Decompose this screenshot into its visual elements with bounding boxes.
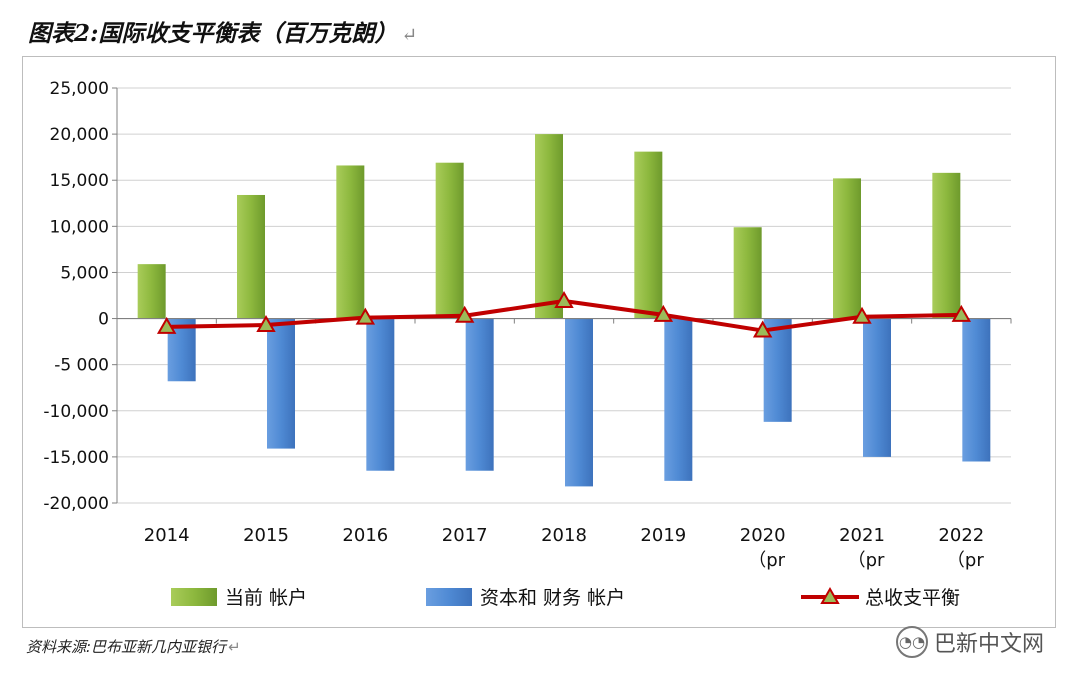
y-tick-label: 15,000 <box>50 171 109 191</box>
y-tick-label: 25,000 <box>50 79 109 99</box>
x-tick-label-sub: （pr <box>748 550 785 571</box>
watermark: ◔◔ 巴新中文网 <box>895 626 1044 658</box>
bar-capital-financial-2022 <box>962 318 991 462</box>
bar-current-account-2014 <box>137 264 166 319</box>
y-tick-label: -20,000 <box>43 494 109 514</box>
marker-total-balance-2022 <box>951 304 972 322</box>
marker-total-balance-2016 <box>355 307 376 325</box>
bar-capital-financial-2015 <box>267 318 295 449</box>
y-tick-label: 5,000 <box>60 263 109 283</box>
legend-swatch-capital-financial <box>426 588 472 606</box>
watermark-text: 巴新中文网 <box>933 632 1044 657</box>
bar-current-account-2017 <box>435 162 464 319</box>
x-tick-label: 2016 <box>342 525 388 546</box>
y-tick-label: 0 <box>98 310 109 330</box>
y-tick-label: 10,000 <box>50 217 109 237</box>
y-tick-label: -10,000 <box>43 402 109 422</box>
bar-current-account-2020 <box>733 227 762 319</box>
bar-capital-financial-2021 <box>863 318 891 457</box>
return-mark: ↵ <box>228 638 241 656</box>
bar-capital-financial-2017 <box>465 318 494 471</box>
return-mark: ↵ <box>401 24 418 46</box>
chart-svg: 25,000 20,000 15,000 10,000 5,000 0 -5 000 -10,… <box>43 79 1012 609</box>
x-tick-label: 2022 <box>938 525 984 546</box>
x-tick-label: 2014 <box>144 525 190 546</box>
marker-total-balance-2018 <box>554 291 574 309</box>
bar-current-account-2015 <box>237 194 265 319</box>
x-tick-label: 2021 <box>839 525 885 546</box>
bar-capital-financial-2016 <box>366 318 395 471</box>
bar-current-account-2019 <box>634 151 663 319</box>
legend-label-total-balance: 总收支平衡 <box>865 587 960 609</box>
marker-total-balance-2015 <box>256 314 276 333</box>
marker-total-balance-2017 <box>454 305 475 323</box>
x-tick-label: 2020 <box>740 525 786 546</box>
x-tick-label: 2019 <box>640 525 686 546</box>
wechat-icon: ◔◔ <box>895 626 928 658</box>
bar-capital-financial-2019 <box>664 318 693 481</box>
legend-marker-total-balance <box>820 586 840 604</box>
legend-label-current-account: 当前 帐户 <box>225 587 307 609</box>
x-tick-label: 2017 <box>442 525 488 546</box>
bar-current-account-2016 <box>336 165 365 319</box>
bar-current-account-2018 <box>535 134 563 319</box>
legend-swatch-current-account <box>171 588 217 606</box>
chart-title: 图表2:国际收支平衡表（百万克朗） ↵ <box>28 20 418 47</box>
x-tick-label-sub: （pr <box>848 550 885 571</box>
bar-current-account-2021 <box>833 178 861 319</box>
marker-total-balance-2014 <box>156 316 177 334</box>
x-tick-label-sub: （pr <box>947 550 984 571</box>
marker-total-balance-2021 <box>852 306 872 324</box>
x-tick-label: 2015 <box>243 525 289 546</box>
marker-total-balance-2019 <box>653 304 674 322</box>
marker-total-balance-2020 <box>752 320 773 338</box>
y-tick-label: -5 000 <box>54 356 109 376</box>
source-note: 资料来源:巴布亚新几内亚银行 ↵ <box>26 638 241 656</box>
legend-label-capital-financial: 资本和 财务 帐户 <box>480 587 625 609</box>
bar-capital-financial-2018 <box>565 318 593 487</box>
y-tick-label: 20,000 <box>50 125 109 145</box>
y-tick-label: -15,000 <box>43 448 109 468</box>
chart-area: 25,000 20,000 15,000 10,000 5,000 0 -5 000 -10,… <box>22 56 1056 628</box>
x-tick-label: 2018 <box>541 525 587 546</box>
bar-current-account-2022 <box>932 172 961 319</box>
